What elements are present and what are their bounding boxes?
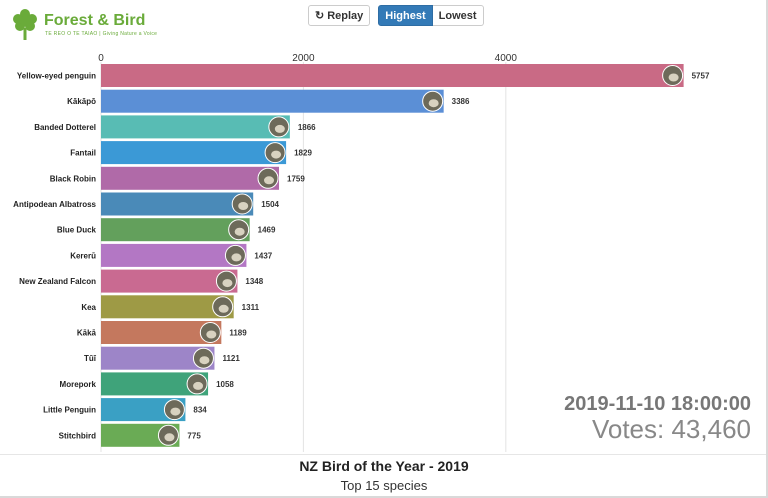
logo-wordmark: Forest & Bird [44, 12, 146, 29]
dotterel-photo-icon-body [274, 124, 285, 133]
replay-label: Replay [327, 9, 364, 22]
chart-subtitle: Top 15 species [340, 478, 428, 493]
kea-photo-icon-body [218, 304, 229, 313]
value-label: 1189 [229, 329, 247, 338]
duck-photo-icon-body [234, 227, 245, 236]
bar [101, 398, 186, 422]
replay-icon: ↻ [315, 10, 325, 22]
kakapo-photo-icon-body [428, 99, 439, 108]
value-label: 1829 [294, 149, 312, 158]
stitchbird-photo-icon-body [164, 433, 175, 442]
bar [101, 372, 209, 396]
bar [101, 218, 250, 242]
sort-controls: ↻ Replay Highest Lowest [308, 5, 484, 26]
x-tick-label: 2000 [292, 53, 315, 64]
date-readout: 2019-11-10 18:00:00 [564, 393, 751, 415]
value-label: 1348 [245, 277, 263, 286]
votes-label: Votes: [591, 414, 665, 444]
falcon-photo-icon-body [222, 279, 233, 288]
category-label: Kākāpō [67, 97, 96, 106]
frame-border-right [766, 0, 768, 498]
bar [101, 115, 290, 139]
frame-border-bottom [0, 496, 768, 498]
category-label: Banded Dotterel [34, 123, 96, 132]
bar [101, 166, 280, 190]
highest-button[interactable]: Highest [378, 5, 433, 26]
value-label: 1759 [287, 174, 305, 183]
category-label: Blue Duck [57, 226, 97, 235]
kaka-photo-icon-body [206, 330, 217, 339]
category-label: Kea [81, 303, 96, 312]
value-label: 3386 [452, 97, 470, 106]
category-label: Kākā [77, 329, 97, 338]
morepork-photo-icon-body [193, 381, 204, 390]
tui-photo-icon-body [199, 356, 210, 365]
albatross-photo-icon-body [238, 202, 249, 210]
bar [101, 192, 254, 216]
bar [101, 243, 247, 267]
category-label: Fantail [70, 149, 96, 158]
value-label: 1121 [222, 354, 240, 363]
value-label: 1437 [254, 251, 272, 260]
value-label: 1311 [242, 303, 260, 312]
bar [101, 269, 238, 293]
kereru-photo-icon-body [231, 253, 242, 262]
bar [101, 89, 444, 113]
value-label: 1058 [216, 380, 234, 389]
bar [101, 141, 287, 165]
category-label: Morepork [60, 380, 97, 389]
x-tick-label: 0 [98, 53, 104, 64]
votes-readout: Votes: 43,460 [592, 414, 751, 445]
tree-icon [13, 9, 37, 40]
lowest-label: Lowest [438, 9, 477, 22]
category-label: Antipodean Albatross [13, 200, 96, 209]
category-label: Tūī [84, 354, 97, 363]
logo-tagline: TE REO O TE TAIAO | Giving Nature a Voic… [45, 31, 158, 37]
highest-label: Highest [385, 9, 426, 22]
category-label: Yellow-eyed penguin [17, 72, 96, 81]
bar [101, 64, 684, 87]
fantail-photo-icon-body [271, 150, 282, 159]
forest-and-bird-logo: Forest & Bird TE REO O TE TAIAO | Giving… [10, 8, 157, 42]
bar [101, 346, 215, 370]
value-label: 5757 [692, 72, 710, 81]
penguin-photo-icon-body [668, 73, 679, 82]
x-tick-label: 4000 [495, 53, 518, 64]
bar [101, 321, 222, 344]
category-label: Kererū [70, 251, 96, 260]
robin-photo-icon-body [264, 176, 275, 185]
category-label: Black Robin [50, 174, 96, 183]
value-label: 775 [187, 431, 201, 440]
value-label: 1504 [261, 200, 279, 209]
bar [101, 295, 234, 319]
category-label: Stitchbird [59, 431, 96, 440]
lowest-button[interactable]: Lowest [432, 5, 484, 26]
votes-value: 43,460 [671, 414, 751, 444]
category-label: Little Penguin [43, 406, 96, 415]
category-label: New Zealand Falcon [19, 277, 96, 286]
value-label: 834 [193, 406, 207, 415]
bar-chart: 0 2000 4000 Yellow-eyed penguin 5757 Kākāpō 33… [0, 53, 766, 455]
value-label: 1866 [298, 123, 316, 132]
value-label: 1469 [258, 226, 276, 235]
chart-title: NZ Bird of the Year - 2019 [299, 458, 469, 474]
little-penguin-photo-icon-body [170, 407, 181, 416]
replay-button[interactable]: ↻ Replay [308, 5, 371, 26]
